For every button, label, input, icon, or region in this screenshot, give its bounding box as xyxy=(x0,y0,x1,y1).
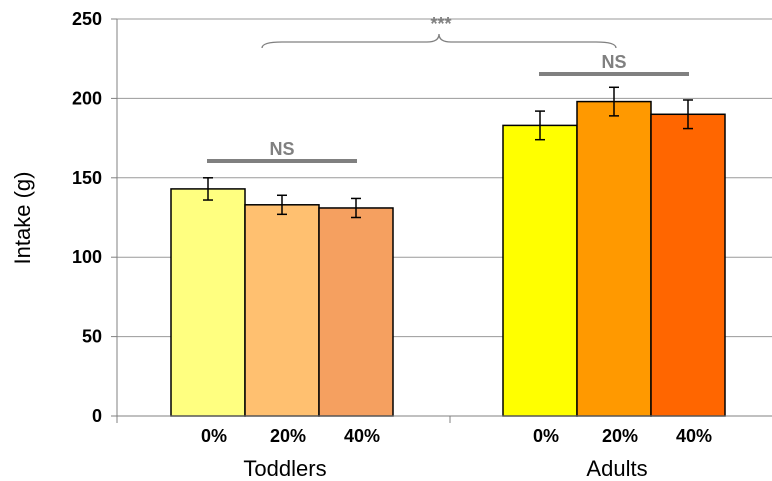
bar xyxy=(318,207,394,417)
x-category-label: 20% xyxy=(270,426,306,446)
significance-label: NS xyxy=(269,139,294,159)
x-category-label: 0% xyxy=(201,426,227,446)
bar xyxy=(650,113,726,417)
y-tick-label: 250 xyxy=(72,9,102,29)
bar xyxy=(576,100,652,417)
bar xyxy=(170,188,246,417)
y-tick-label: 0 xyxy=(92,406,102,426)
x-category-label: 20% xyxy=(602,426,638,446)
x-category-label: 40% xyxy=(676,426,712,446)
significance-label: NS xyxy=(601,52,626,72)
between-groups-brace xyxy=(261,33,617,49)
bar xyxy=(244,204,320,417)
annotations: NS NS *** xyxy=(207,14,689,163)
bar xyxy=(502,124,578,417)
axes xyxy=(111,18,772,423)
between-groups-significance: *** xyxy=(430,14,451,34)
x-category-label: 40% xyxy=(344,426,380,446)
group-label: Toddlers xyxy=(243,456,326,481)
group-label: Adults xyxy=(586,456,647,481)
y-tick-label: 100 xyxy=(72,247,102,267)
bars xyxy=(170,86,726,417)
y-tick-label: 200 xyxy=(72,88,102,108)
x-category-label: 0% xyxy=(533,426,559,446)
y-tick-label: 50 xyxy=(82,327,102,347)
y-axis-label: Intake (g) xyxy=(10,172,35,265)
labels: 0 50 100 150 200 250 0% 20% 40% Toddlers 0% 20% 40% A… xyxy=(72,9,712,481)
y-tick-label: 150 xyxy=(72,168,102,188)
